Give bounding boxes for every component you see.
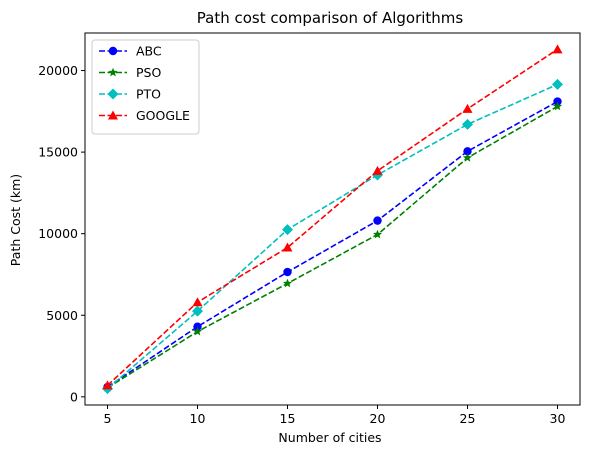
x-tick-label: 20 bbox=[370, 411, 386, 426]
y-tick-label: 10000 bbox=[38, 226, 78, 241]
data-point-pso-25 bbox=[462, 153, 473, 162]
legend: ABC PSO PTO GOOGLE bbox=[91, 39, 200, 135]
y-axis-label: Path Cost (km) bbox=[8, 174, 23, 266]
series-line-google bbox=[106, 48, 558, 387]
legend-label-abc: ABC bbox=[136, 44, 162, 59]
x-tick-label: 5 bbox=[104, 411, 112, 426]
x-axis-label: Number of cities bbox=[278, 430, 381, 445]
data-point-google-5 bbox=[102, 380, 113, 390]
chart-title: Path cost comparison of Algorithms bbox=[197, 9, 464, 27]
legend-label-pso: PSO bbox=[136, 65, 161, 80]
data-point-pto-25 bbox=[462, 118, 473, 130]
data-point-abc-25 bbox=[463, 147, 472, 156]
data-point-google-25 bbox=[462, 103, 473, 113]
data-point-pso-10 bbox=[192, 326, 203, 336]
data-point-google-15 bbox=[282, 242, 293, 252]
x-tick-label: 10 bbox=[190, 411, 206, 426]
plot-frame bbox=[84, 32, 581, 406]
data-point-pto-30 bbox=[552, 78, 563, 90]
series-line-pto bbox=[106, 83, 558, 390]
series-line-pso bbox=[107, 105, 558, 389]
y-tick-label: 15000 bbox=[38, 145, 78, 160]
data-point-pto-15 bbox=[282, 224, 293, 236]
data-point-abc-20 bbox=[373, 216, 382, 225]
data-point-pso-20 bbox=[372, 229, 383, 239]
y-tick-label: 0 bbox=[70, 389, 78, 404]
x-tick-label: 25 bbox=[460, 411, 476, 426]
legend-marker-google bbox=[108, 110, 118, 120]
x-tick-label: 30 bbox=[550, 411, 566, 426]
y-tick-label: 20000 bbox=[38, 63, 78, 78]
y-tick-label: 5000 bbox=[46, 308, 78, 323]
data-point-google-20 bbox=[372, 165, 383, 175]
data-point-abc-15 bbox=[283, 267, 292, 277]
legend-label-google: GOOGLE bbox=[136, 108, 190, 123]
legend-box bbox=[91, 39, 200, 135]
data-point-abc-10 bbox=[193, 322, 202, 331]
legend-label-pto: PTO bbox=[136, 87, 161, 102]
legend-marker-abc bbox=[108, 46, 118, 56]
data-point-google-10 bbox=[192, 297, 203, 307]
data-point-google-30 bbox=[552, 44, 563, 54]
legend-marker-pto bbox=[107, 88, 119, 100]
legend-marker-pso bbox=[108, 67, 118, 77]
data-point-pto-10 bbox=[192, 305, 203, 317]
series-line-abc bbox=[107, 100, 558, 388]
plot-area: 5 10 15 20 25 30 0 5000 10000 15000 20000 bbox=[38, 32, 581, 426]
data-point-pso-30 bbox=[552, 101, 563, 111]
x-tick-label: 15 bbox=[280, 411, 296, 426]
data-point-abc-30 bbox=[553, 97, 562, 106]
data-point-pso-15 bbox=[282, 278, 293, 288]
